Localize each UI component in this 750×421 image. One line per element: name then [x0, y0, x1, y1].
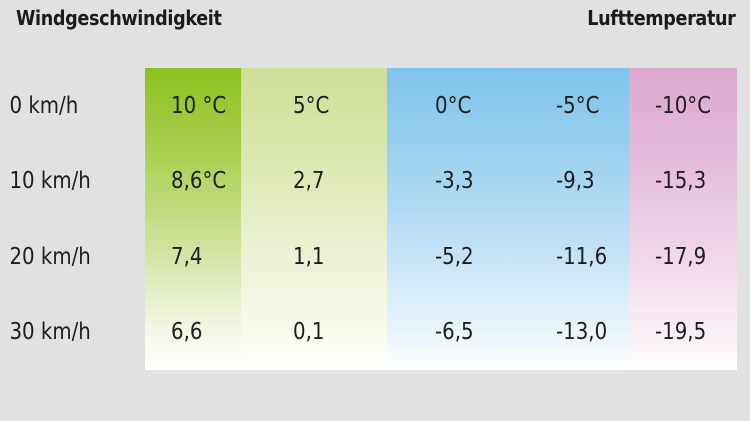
table-cell: -10°C — [655, 92, 712, 119]
color-band-blue — [387, 68, 629, 370]
row-label-1: 10 km/h — [9, 168, 91, 195]
table-cell: 8,6°C — [171, 168, 227, 195]
color-band-green — [145, 68, 241, 370]
table-cell: -19,5 — [655, 319, 707, 346]
table-cell: 6,6 — [171, 319, 203, 346]
table-column-0c: 0°C -3,3 -5,2 -6,5 — [387, 68, 508, 370]
page-title-wind-speed: Windgeschwindigkeit — [16, 6, 222, 30]
table-cell: -5°C — [556, 92, 600, 119]
row-label-2: 20 km/h — [9, 243, 91, 270]
table-cell: -15,3 — [655, 168, 707, 195]
table-cell: 10 °C — [171, 92, 227, 119]
table-cell: -3,3 — [435, 168, 474, 195]
table-column-minus10c: -10°C -15,3 -17,9 -19,5 — [629, 68, 737, 370]
table-cell: 1,1 — [293, 243, 325, 270]
table-cell: 2,7 — [293, 168, 325, 195]
table-cell: -9,3 — [556, 168, 595, 195]
table-cell: -17,9 — [655, 243, 707, 270]
row-label-axis: 0 km/h 10 km/h 20 km/h 30 km/h — [0, 68, 145, 370]
table-column-5c: 5°C 2,7 1,1 0,1 — [241, 68, 387, 370]
row-label-3: 30 km/h — [9, 319, 91, 346]
row-label-0: 0 km/h — [9, 92, 79, 119]
table-cell: 0,1 — [293, 319, 325, 346]
table-cell: 0°C — [435, 92, 472, 119]
table-cell: 5°C — [293, 92, 330, 119]
table-cell: 7,4 — [171, 243, 203, 270]
page-title-air-temperature: Lufttemperatur — [587, 6, 737, 30]
table-cell: -11,6 — [556, 243, 608, 270]
table-column-minus5c: -5°C -9,3 -11,6 -13,0 — [508, 68, 629, 370]
color-band-pink — [629, 68, 737, 370]
table-cell: -6,5 — [435, 319, 474, 346]
windchill-table: 10 °C 8,6°C 7,4 6,6 5°C 2,7 1,1 0,1 0°C … — [145, 68, 737, 370]
table-cell: -5,2 — [435, 243, 474, 270]
table-column-10c: 10 °C 8,6°C 7,4 6,6 — [145, 68, 241, 370]
color-band-light-green — [241, 68, 387, 370]
table-cell: -13,0 — [556, 319, 608, 346]
